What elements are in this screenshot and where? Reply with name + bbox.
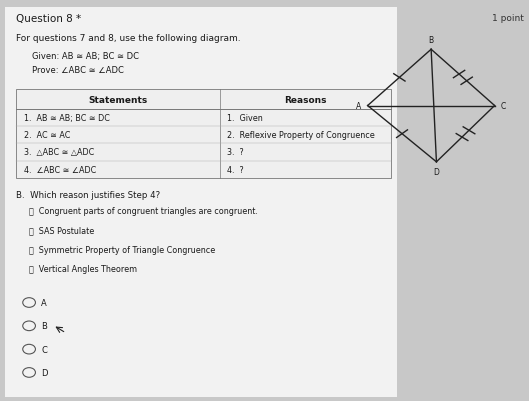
- Text: D: D: [433, 167, 440, 176]
- Text: Reasons: Reasons: [284, 95, 327, 104]
- Text: 3.  △ABC ≅ △ADC: 3. △ABC ≅ △ADC: [24, 148, 94, 157]
- Text: B.  Which reason justifies Step 4?: B. Which reason justifies Step 4?: [16, 190, 160, 199]
- Text: A: A: [41, 298, 47, 307]
- Text: B: B: [41, 322, 47, 330]
- Text: 2.  Reflexive Property of Congruence: 2. Reflexive Property of Congruence: [227, 131, 375, 140]
- Text: Prove: ∠ABC ≅ ∠ADC: Prove: ∠ABC ≅ ∠ADC: [32, 66, 124, 75]
- Text: C: C: [41, 345, 47, 354]
- Bar: [5, 8, 397, 397]
- Text: 1 point: 1 point: [492, 14, 524, 23]
- Text: ⒦  Congruent parts of congruent triangles are congruent.: ⒦ Congruent parts of congruent triangles…: [29, 207, 258, 215]
- Text: 1.  AB ≅ AB; BC ≅ DC: 1. AB ≅ AB; BC ≅ DC: [24, 113, 110, 123]
- Text: Question 8 *: Question 8 *: [16, 14, 81, 24]
- Text: Ⓒ  Symmetric Property of Triangle Congruence: Ⓒ Symmetric Property of Triangle Congrue…: [29, 245, 215, 254]
- Text: Given: AB ≅ AB; BC ≅ DC: Given: AB ≅ AB; BC ≅ DC: [32, 52, 139, 61]
- Text: 4.  ∠ABC ≅ ∠ADC: 4. ∠ABC ≅ ∠ADC: [24, 165, 96, 174]
- Text: 2.  AC ≅ AC: 2. AC ≅ AC: [24, 131, 70, 140]
- Text: For questions 7 and 8, use the following diagram.: For questions 7 and 8, use the following…: [16, 34, 241, 43]
- Text: A: A: [356, 102, 361, 111]
- Text: C: C: [501, 102, 506, 111]
- Text: D: D: [41, 368, 48, 377]
- Text: 1.  Given: 1. Given: [227, 113, 263, 123]
- Text: Ⓓ  Vertical Angles Theorem: Ⓓ Vertical Angles Theorem: [29, 264, 137, 273]
- Text: B: B: [428, 36, 434, 45]
- Bar: [16, 90, 391, 178]
- Text: Ⓑ  SAS Postulate: Ⓑ SAS Postulate: [29, 226, 94, 235]
- Text: Statements: Statements: [88, 95, 148, 104]
- Text: 3.  ?: 3. ?: [227, 148, 244, 157]
- Text: 4.  ?: 4. ?: [227, 165, 244, 174]
